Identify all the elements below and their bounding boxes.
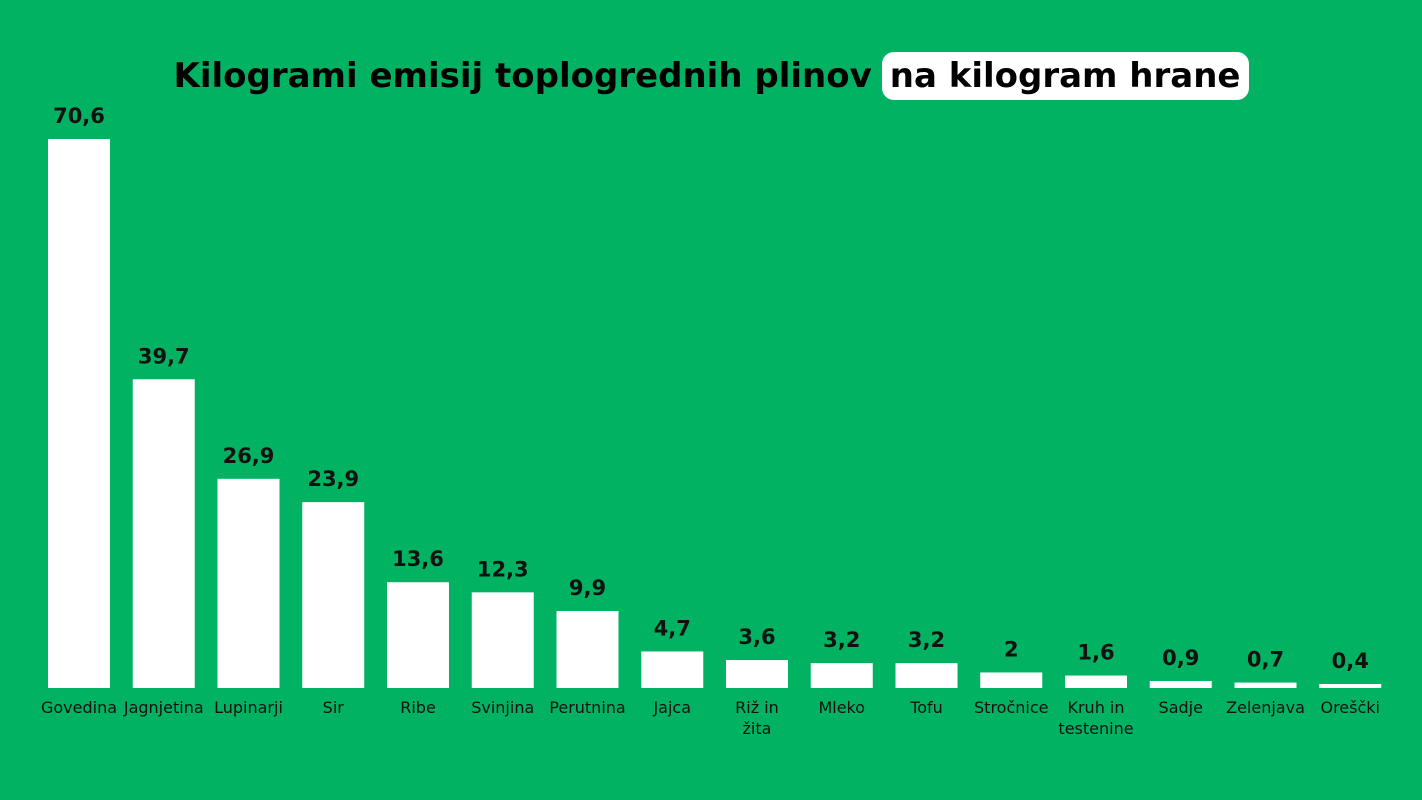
category-label-line: žita [743, 719, 772, 738]
category-label: Riž in žita [735, 698, 779, 738]
category-label: Mleko [818, 698, 865, 717]
category-label-line: Ribe [400, 698, 436, 717]
category-label: Tofu [909, 698, 943, 717]
category-label-line: Sir [323, 698, 345, 717]
bar [1065, 675, 1127, 688]
bar [132, 379, 195, 688]
bar [895, 663, 958, 688]
category-label-line: Jajca [652, 698, 691, 717]
category-label: Jajca [652, 698, 691, 717]
category-label-line: Perutnina [549, 698, 625, 717]
category-label-line: Zelenjava [1226, 698, 1305, 717]
value-label: 23,9 [307, 467, 359, 491]
category-label: Perutnina [549, 698, 625, 717]
category-label: Svinjina [471, 698, 534, 717]
bar [217, 478, 280, 688]
category-label: Zelenjava [1226, 698, 1305, 717]
category-label-line: Svinjina [471, 698, 534, 717]
category-label-line: Lupinarji [214, 698, 283, 717]
bar [641, 651, 704, 688]
bar [48, 139, 110, 688]
category-label: Kruh in testenine [1058, 698, 1133, 738]
category-label-line: Kruh in [1067, 698, 1124, 717]
bar [1319, 684, 1382, 688]
bar [302, 502, 365, 688]
category-label-line: Mleko [818, 698, 865, 717]
category-label-line: Tofu [909, 698, 943, 717]
category-label: Sadje [1159, 698, 1203, 717]
value-label: 9,9 [569, 576, 606, 600]
value-label: 13,6 [392, 547, 444, 571]
bar [810, 663, 873, 688]
chart-title: Kilogrami emisij toplogrednih plinov na k… [0, 52, 1422, 100]
bar [980, 672, 1043, 688]
bar [1234, 682, 1297, 688]
value-label: 1,6 [1077, 641, 1114, 665]
value-label: 3,2 [823, 628, 860, 652]
category-label-line: testenine [1058, 719, 1133, 738]
category-label-line: Riž in [735, 698, 779, 717]
category-label-line: Govedina [41, 698, 117, 717]
value-label: 0,4 [1332, 649, 1369, 673]
category-label-line: Oreščki [1320, 698, 1380, 717]
bar [387, 582, 449, 688]
category-label: Stročnice [974, 698, 1048, 717]
category-label: Sir [323, 698, 345, 717]
value-label: 12,3 [477, 557, 529, 581]
value-label: 3,6 [738, 625, 775, 649]
category-label-line: Stročnice [974, 698, 1048, 717]
category-label: Ribe [400, 698, 436, 717]
bar [1149, 681, 1212, 688]
category-label: Oreščki [1320, 698, 1380, 717]
value-label: 26,9 [223, 444, 275, 468]
value-label: 70,6 [53, 104, 105, 128]
value-label: 0,7 [1247, 648, 1284, 672]
value-label: 39,7 [138, 344, 190, 368]
category-label-line: Jagnjetina [123, 698, 204, 717]
value-label: 2 [1004, 637, 1019, 661]
category-label: Jagnjetina [123, 698, 204, 717]
value-label: 3,2 [908, 628, 945, 652]
bar [726, 660, 788, 688]
value-label: 4,7 [654, 616, 691, 640]
category-label-line: Sadje [1159, 698, 1203, 717]
value-label: 0,9 [1162, 646, 1199, 670]
category-label: Lupinarji [214, 698, 283, 717]
category-label: Govedina [41, 698, 117, 717]
bar [471, 592, 534, 688]
bar [556, 611, 619, 688]
title-main-text: Kilogrami emisij toplogrednih plinov [173, 56, 872, 96]
title-highlight-text: na kilogram hrane [881, 52, 1249, 100]
